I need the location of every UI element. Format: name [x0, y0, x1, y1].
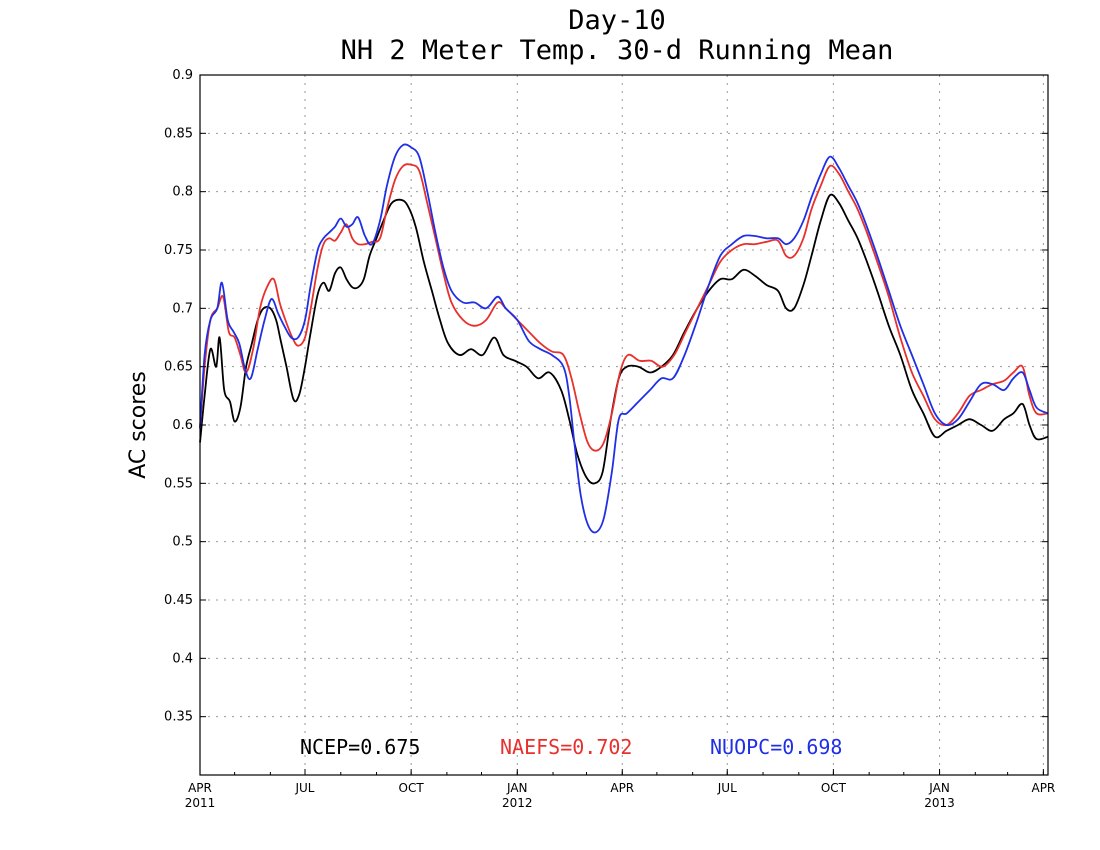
grid-lines — [200, 75, 1048, 775]
x-tick-year-label: 2012 — [502, 796, 533, 810]
series-line-ncep — [199, 193, 1049, 485]
x-tick-label: JUL — [717, 781, 737, 795]
y-tick-label: 0.4 — [172, 651, 193, 666]
y-tick-label: 0.8 — [172, 185, 193, 200]
legend-ncep: NCEP=0.675 — [300, 735, 420, 759]
x-tick-label: OCT — [399, 781, 425, 795]
y-axis-ticks: 0.35 0.4 0.45 0.5 0.55 0.6 0.65 0.7 0.75 0.8 0.85 0… — [164, 68, 1048, 725]
y-axis-label: AC scores — [126, 371, 151, 479]
legend-naefs: NAEFS=0.702 — [500, 735, 632, 759]
x-tick-label: APR — [1031, 781, 1055, 795]
legend-nuopc: NUOPC=0.698 — [710, 735, 842, 759]
series-line-naefs — [199, 163, 1049, 452]
chart-title: Day-10 — [568, 5, 666, 36]
y-tick-label: 0.6 — [172, 418, 193, 433]
x-tick-label: JAN — [506, 781, 528, 795]
x-tick-label: APR — [610, 781, 634, 795]
y-tick-label: 0.5 — [172, 535, 193, 550]
series-lines — [199, 143, 1049, 534]
series-line-nuopc — [199, 143, 1049, 534]
y-tick-label: 0.65 — [164, 360, 193, 375]
y-tick-label: 0.75 — [164, 243, 193, 258]
x-tick-label: JAN — [928, 781, 950, 795]
y-tick-label: 0.55 — [164, 476, 193, 491]
y-tick-label: 0.85 — [164, 126, 193, 141]
y-tick-label: 0.7 — [172, 301, 193, 316]
y-tick-label: 0.9 — [172, 68, 193, 83]
x-tick-year-label: 2013 — [924, 796, 955, 810]
x-tick-label: OCT — [821, 781, 847, 795]
chart-subtitle: NH 2 Meter Temp. 30-d Running Mean — [341, 35, 894, 66]
y-tick-label: 0.35 — [164, 710, 193, 725]
x-tick-year-label: 2011 — [185, 796, 216, 810]
y-tick-label: 0.45 — [164, 593, 193, 608]
x-tick-label: APR — [188, 781, 212, 795]
x-tick-label: JUL — [294, 781, 314, 795]
